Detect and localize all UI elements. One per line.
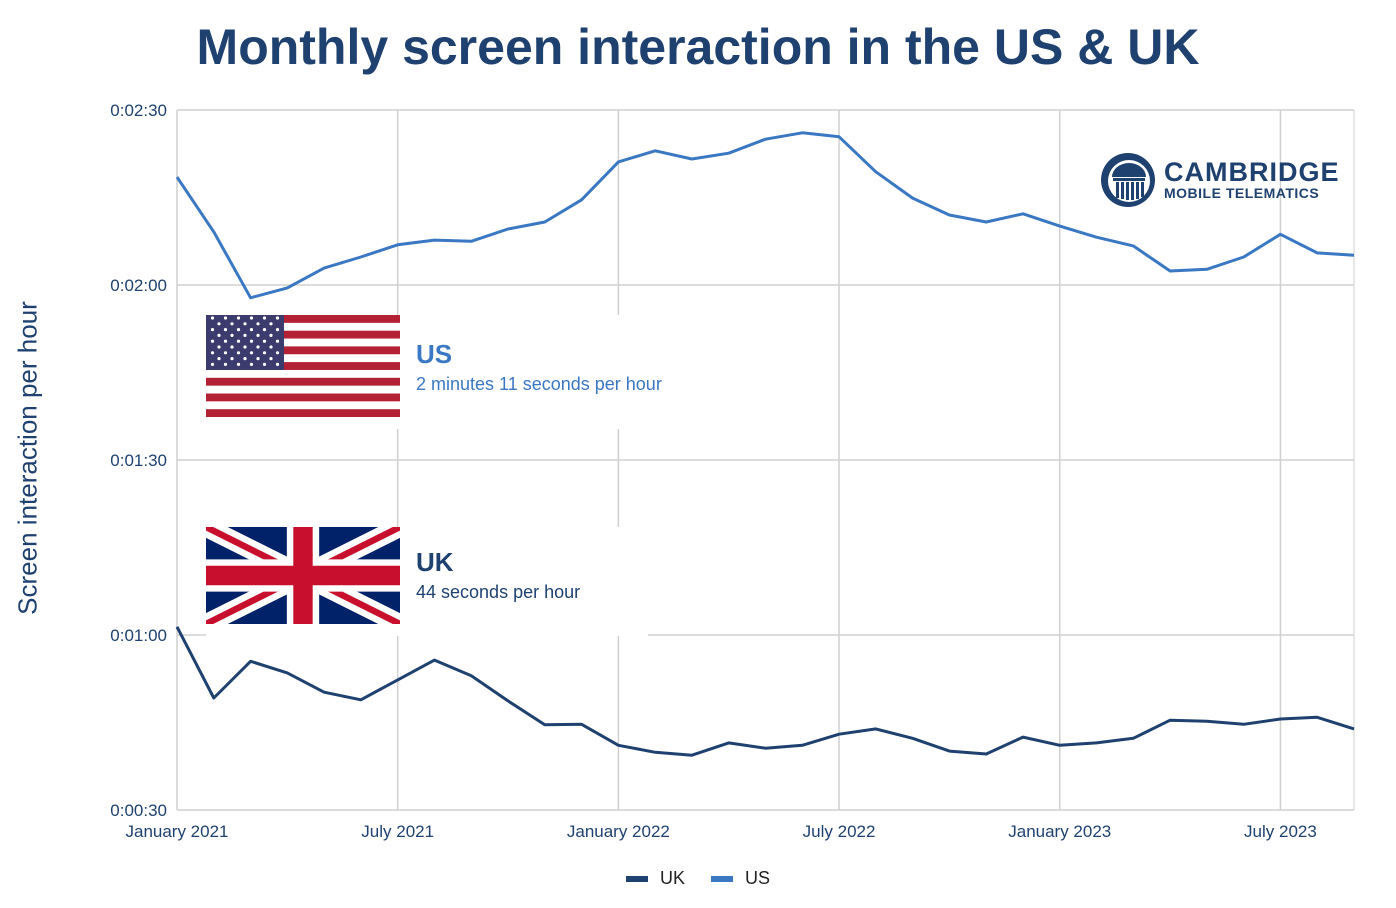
uk-annotation-text: 44 seconds per hour	[416, 582, 581, 602]
y-tick-label: 0:02:00	[110, 276, 167, 295]
flag-star	[210, 316, 215, 320]
y-tick-label: 0:01:30	[110, 451, 167, 470]
flag-star	[243, 345, 247, 349]
flag-star	[236, 316, 241, 320]
flag-star	[256, 322, 260, 326]
flag-star	[269, 322, 273, 326]
flag-star	[243, 357, 247, 361]
flag-star	[223, 339, 228, 343]
x-tick-label: January 2021	[125, 822, 228, 841]
flag-star	[269, 333, 273, 337]
flag-star	[210, 351, 215, 355]
flag-star	[262, 328, 267, 332]
y-tick-label: 0:02:30	[110, 101, 167, 120]
flag-star	[275, 316, 280, 320]
uk-annotation: UK 44 seconds per hour	[206, 527, 648, 636]
uk-flag-icon	[206, 527, 400, 624]
flag-star	[230, 333, 234, 337]
flag-star	[262, 362, 267, 366]
flag-star	[275, 362, 280, 366]
legend-label-us: US	[745, 868, 771, 888]
flag-star	[256, 333, 260, 337]
logo: CAMBRIDGE MOBILE TELEMATICS	[1098, 150, 1340, 210]
flag-star	[243, 322, 247, 326]
flag-star	[230, 322, 234, 326]
flag-star	[223, 316, 228, 320]
flag-star	[217, 357, 221, 361]
series-lines	[175, 131, 1355, 757]
x-tick-label: July 2021	[361, 822, 434, 841]
flag-star	[269, 357, 273, 361]
flag-star	[249, 316, 254, 320]
uk-annotation-title: UK	[416, 547, 454, 577]
flag-star	[210, 362, 215, 366]
flag-star	[249, 362, 254, 366]
flag-star	[223, 351, 228, 355]
flag-star	[210, 339, 215, 343]
axis-ticks: 0:00:30 0:01:00 0:01:30 0:02:00 0:02:30 Janua…	[110, 101, 1317, 841]
flag-star	[223, 328, 228, 332]
flag-star	[249, 339, 254, 343]
series-line-uk	[175, 626, 1355, 757]
y-tick-label: 0:00:30	[110, 801, 167, 820]
logo-line1: CAMBRIDGE	[1164, 157, 1340, 187]
us-annotation-title: US	[416, 339, 453, 369]
flag-star	[275, 328, 280, 332]
x-tick-label: July 2023	[1244, 822, 1317, 841]
flag-star	[236, 351, 241, 355]
flag-star	[217, 333, 221, 337]
chart-title: Monthly screen interaction in the US & U…	[196, 19, 1200, 75]
flag-star	[236, 328, 241, 332]
legend-item-uk[interactable]: UK	[625, 868, 685, 889]
flag-star	[269, 345, 273, 349]
flag-star	[256, 357, 260, 361]
us-flag-icon	[206, 315, 400, 417]
flag-star	[256, 345, 260, 349]
flag-star	[249, 328, 254, 332]
legend-label-uk: UK	[659, 868, 685, 888]
flag-star	[249, 351, 254, 355]
flag-star	[243, 333, 247, 337]
flag-star	[236, 362, 241, 366]
y-tick-label: 0:01:00	[110, 626, 167, 645]
flag-star	[230, 345, 234, 349]
flag-star	[275, 339, 280, 343]
flag-star	[230, 357, 234, 361]
logo-line2: MOBILE TELEMATICS	[1164, 185, 1320, 201]
flag-star	[217, 345, 221, 349]
flag-star	[262, 339, 267, 343]
flag-star	[236, 339, 241, 343]
flag-star	[262, 316, 267, 320]
x-tick-label: January 2022	[567, 822, 670, 841]
flag-star	[262, 351, 267, 355]
legend-item-us[interactable]: US	[711, 868, 770, 889]
grid	[176, 109, 1355, 811]
x-tick-label: January 2023	[1008, 822, 1111, 841]
legend-swatch-us	[711, 875, 733, 882]
flag-star	[275, 351, 280, 355]
legend: UK US	[0, 868, 1396, 889]
legend-swatch-uk	[625, 875, 648, 882]
flag-star	[210, 328, 215, 332]
series-line-us	[175, 131, 1355, 300]
us-annotation-text: 2 minutes 11 seconds per hour	[416, 374, 662, 394]
flag-star	[217, 322, 221, 326]
cambridge-logo-icon	[1101, 153, 1155, 207]
x-tick-label: July 2022	[803, 822, 876, 841]
flag-star	[223, 362, 228, 366]
us-annotation: US 2 minutes 11 seconds per hour	[206, 315, 662, 429]
